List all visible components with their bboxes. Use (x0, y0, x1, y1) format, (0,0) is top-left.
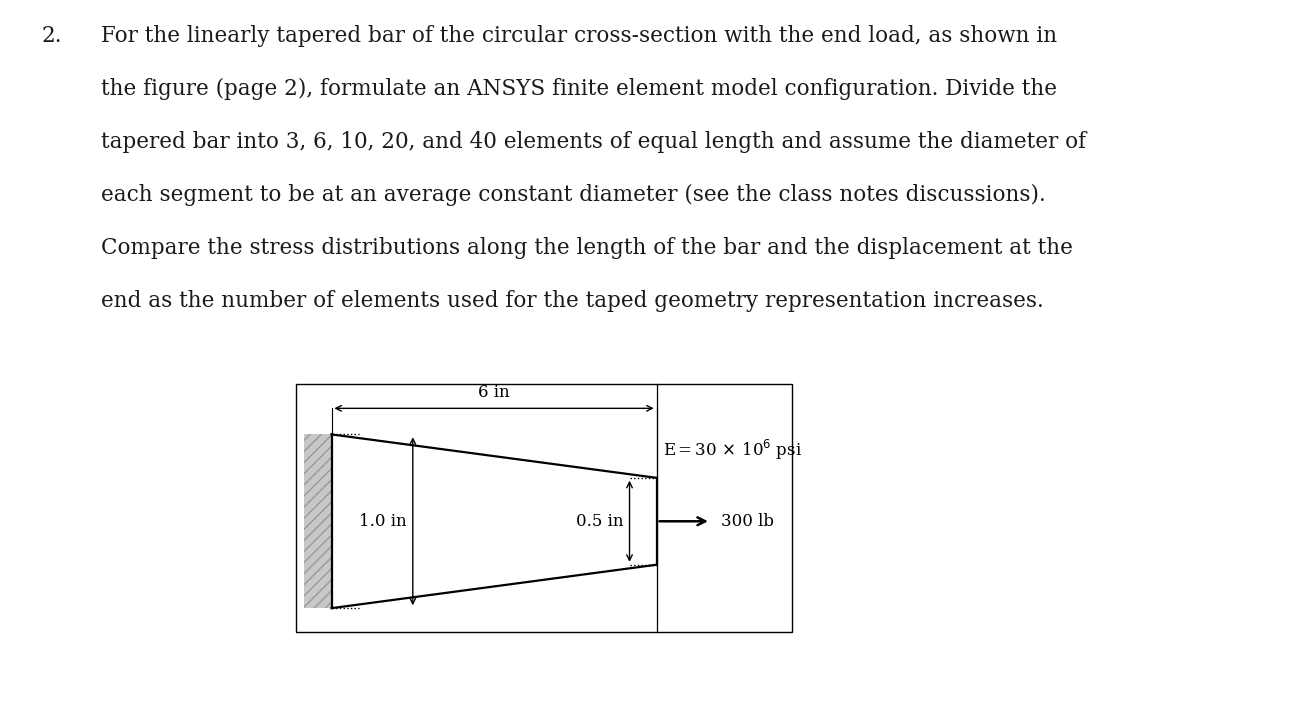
Text: each segment to be at an average constant diameter (see the class notes discussi: each segment to be at an average constan… (101, 184, 1045, 206)
Text: 300 lb: 300 lb (721, 513, 774, 530)
Text: end as the number of elements used for the taped geometry representation increas: end as the number of elements used for t… (101, 290, 1044, 311)
Text: E$\,$=$\,$30$\,\times\,$10$^6$ psi: E$\,$=$\,$30$\,\times\,$10$^6$ psi (663, 437, 802, 462)
Bar (304, 434, 332, 608)
Text: 2.: 2. (41, 25, 62, 47)
Text: 1.0 in: 1.0 in (359, 513, 406, 530)
Bar (297, 384, 792, 632)
Text: the figure (page 2), formulate an ANSYS finite element model configuration. Divi: the figure (page 2), formulate an ANSYS … (101, 78, 1057, 101)
Text: 6 in: 6 in (479, 384, 510, 400)
Text: tapered bar into 3, 6, 10, 20, and 40 elements of equal length and assume the di: tapered bar into 3, 6, 10, 20, and 40 el… (101, 131, 1086, 153)
Text: 0.5 in: 0.5 in (575, 513, 623, 530)
Text: Compare the stress distributions along the length of the bar and the displacemen: Compare the stress distributions along t… (101, 237, 1072, 258)
Text: For the linearly tapered bar of the circular cross-section with the end load, as: For the linearly tapered bar of the circ… (101, 25, 1057, 47)
